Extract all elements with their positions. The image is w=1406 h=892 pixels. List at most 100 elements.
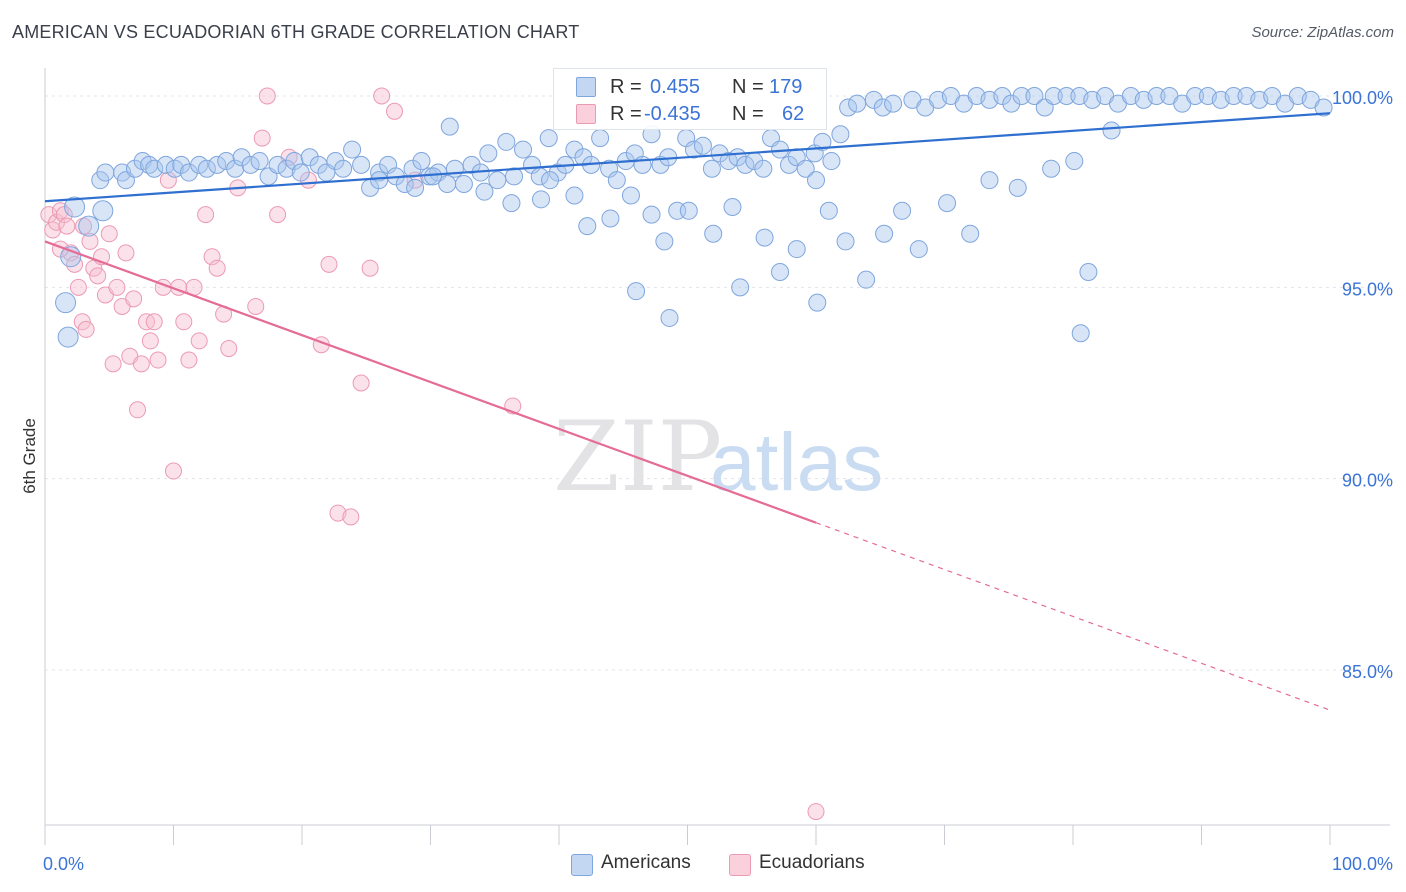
american-point	[822, 152, 841, 171]
american-point	[704, 224, 723, 243]
ecuadorians-points	[40, 87, 825, 821]
ecuadorian-point	[69, 278, 87, 296]
ecuadorian-point	[159, 171, 177, 189]
american-point	[848, 94, 867, 113]
ecuadorian-point	[175, 313, 193, 331]
american-point	[55, 292, 77, 314]
american-point	[370, 171, 389, 190]
american-point	[961, 224, 980, 243]
ecuadorian-point	[104, 355, 122, 373]
american-point	[179, 163, 198, 182]
ecuadorian-point	[132, 355, 150, 373]
american-point	[771, 263, 790, 282]
american-point	[352, 155, 371, 174]
ecuadorians-swatch	[576, 104, 596, 124]
american-point	[412, 152, 431, 171]
american-point	[232, 148, 251, 167]
american-point	[502, 194, 521, 213]
watermark-atlas: atlas	[710, 417, 883, 508]
x-tick-label-max: 100.0%	[1332, 854, 1393, 874]
american-point	[440, 117, 459, 136]
american-point	[875, 224, 894, 243]
american-point	[836, 232, 855, 251]
ecuadorian-point	[141, 332, 159, 350]
american-point	[993, 87, 1012, 105]
ecuadorian-point	[145, 313, 163, 331]
ecuadorian-point	[208, 259, 226, 277]
american-point	[57, 326, 79, 348]
american-point	[642, 205, 661, 224]
american-point	[565, 140, 584, 159]
american-point	[548, 163, 567, 182]
ecuadorian-point	[66, 255, 84, 273]
ecuadorian-point	[117, 244, 135, 262]
americans-swatch	[576, 77, 596, 97]
american-point	[488, 171, 507, 190]
american-point	[370, 163, 389, 182]
american-point	[780, 155, 799, 174]
american-point	[541, 171, 560, 190]
ecuadorian-point	[197, 206, 215, 224]
american-point	[1314, 98, 1333, 117]
trend-lines	[44, 112, 1331, 711]
american-point	[893, 201, 912, 220]
y-tick-label: 95.0%	[1342, 279, 1393, 299]
american-point	[1057, 87, 1076, 105]
n-label: N =	[732, 76, 764, 98]
ecuadorians-trend-extension	[815, 522, 1331, 711]
ecuadorian-point	[373, 87, 391, 105]
american-point	[462, 155, 481, 174]
american-point	[92, 200, 114, 222]
american-point	[300, 148, 319, 167]
american-point	[343, 140, 362, 159]
americans-trend-line	[44, 112, 1331, 203]
ecuadorian-point	[108, 278, 126, 296]
ecuadorian-point	[190, 332, 208, 350]
american-point	[1012, 87, 1031, 105]
american-point	[64, 196, 86, 218]
american-point	[839, 98, 858, 117]
american-point	[873, 98, 892, 117]
american-point	[578, 217, 597, 236]
american-point	[1008, 178, 1027, 197]
american-point	[857, 270, 876, 289]
ecuadorian-point	[129, 401, 147, 419]
american-point	[403, 159, 422, 178]
y-tick-label: 85.0%	[1342, 662, 1393, 682]
ecuadorian-point	[77, 320, 95, 338]
ecuadorian-point	[807, 803, 825, 821]
american-point	[651, 155, 670, 174]
ecuadorian-point	[361, 259, 379, 277]
american-point	[424, 167, 443, 186]
stats-row-ecuadorians: R = -0.435 N = 62	[554, 100, 826, 128]
american-point	[1044, 87, 1063, 105]
americans-legend-swatch	[571, 854, 593, 876]
stats-row-americans: R = 0.455 N = 179	[554, 73, 826, 101]
american-point	[326, 152, 345, 171]
american-point	[268, 155, 287, 174]
american-point	[591, 129, 610, 148]
ecuadorian-point	[100, 225, 118, 243]
ecuadorians-legend-swatch	[729, 854, 751, 876]
american-point	[514, 140, 533, 159]
american-point	[1224, 87, 1243, 105]
american-point	[291, 163, 310, 182]
american-point	[755, 228, 774, 247]
american-point	[1002, 94, 1021, 113]
american-point	[864, 90, 883, 109]
ecuadorian-point	[258, 87, 276, 105]
axes	[44, 68, 1390, 845]
american-point	[807, 171, 825, 190]
ecuadorian-point	[386, 102, 404, 120]
american-point	[1025, 87, 1044, 105]
ecuadorian-point	[320, 255, 338, 273]
grid-lines	[45, 95, 1390, 671]
ecuadorian-point	[329, 504, 347, 522]
american-point	[1186, 87, 1205, 105]
r-label: R =	[610, 103, 642, 125]
american-point	[505, 167, 524, 186]
american-point	[479, 144, 498, 163]
american-point	[819, 201, 838, 220]
american-point	[627, 282, 646, 301]
american-point	[574, 148, 593, 167]
